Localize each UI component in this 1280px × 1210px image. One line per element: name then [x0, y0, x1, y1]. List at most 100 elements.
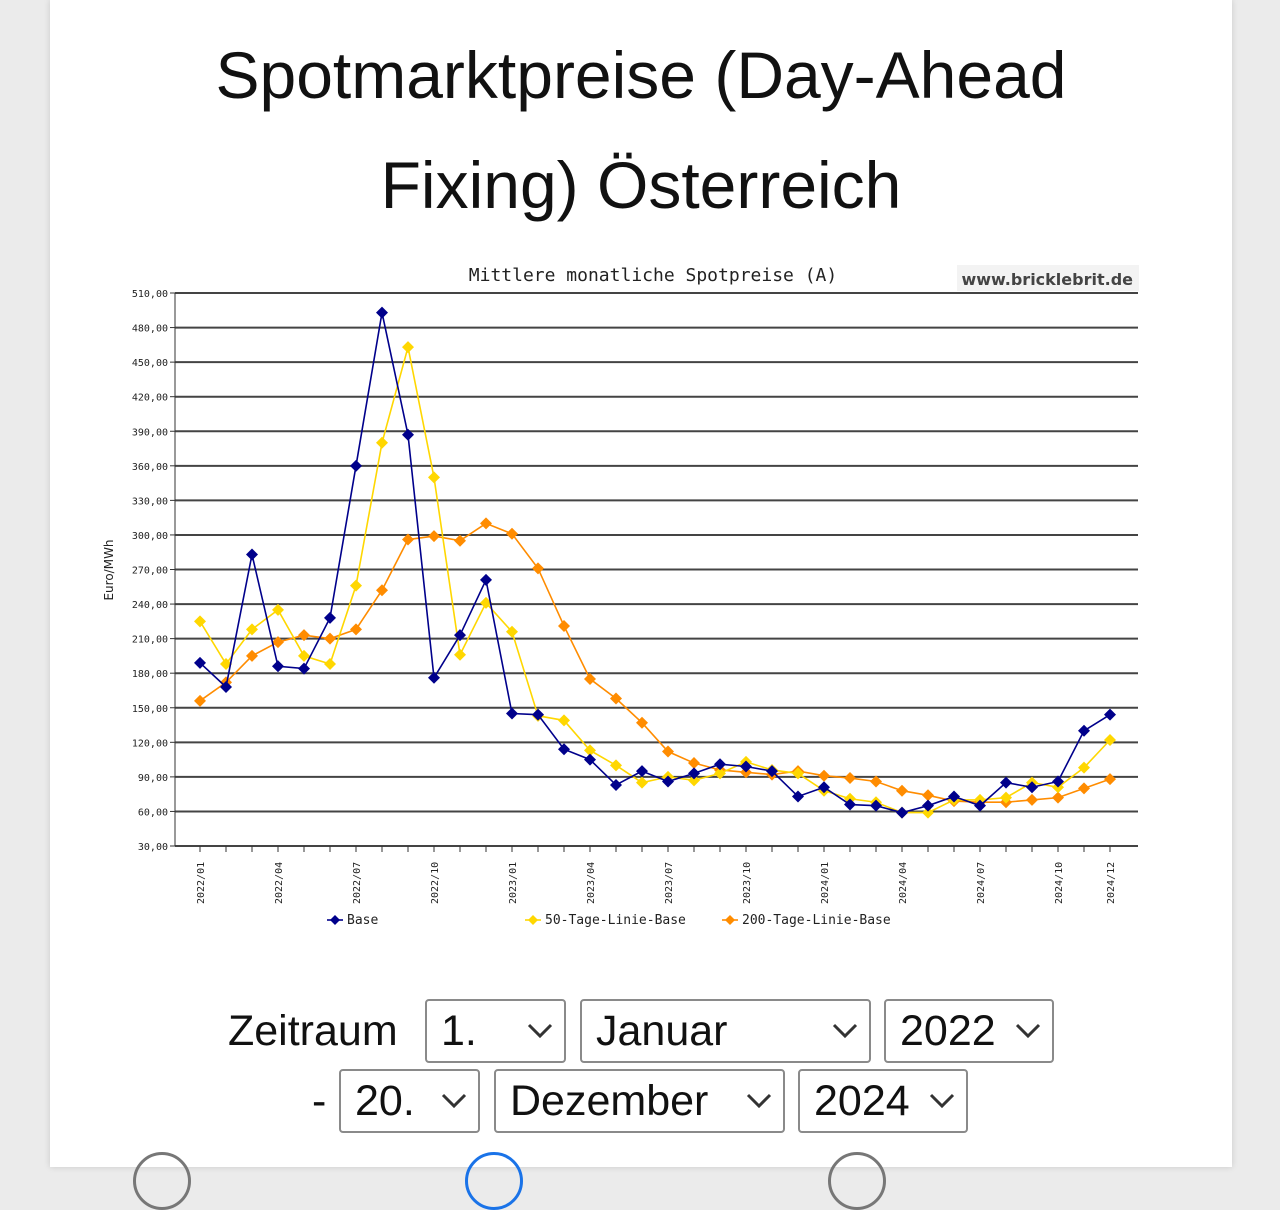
to-year-select[interactable]: 2024	[798, 1069, 968, 1133]
data-point-1	[272, 603, 284, 616]
x-tick-label: 2022/01	[196, 862, 207, 904]
data-point-0	[272, 660, 284, 673]
data-point-0	[662, 775, 674, 788]
to-month-value: Dezember	[510, 1077, 709, 1125]
data-point-1	[480, 596, 492, 609]
chart-title: Mittlere monatliche Spotpreise (A)	[469, 265, 837, 286]
data-point-2	[870, 775, 882, 788]
data-point-0	[1000, 776, 1012, 789]
data-point-2	[272, 636, 284, 649]
x-tick-label: 2022/04	[274, 862, 285, 904]
radio-option-3[interactable]	[828, 1152, 886, 1210]
data-point-2	[506, 527, 518, 540]
data-point-2	[376, 584, 388, 597]
data-point-1	[688, 774, 700, 787]
data-point-2	[1104, 773, 1116, 786]
data-point-1	[792, 767, 804, 780]
data-point-0	[740, 760, 752, 773]
x-tick-label: 2022/10	[430, 862, 441, 904]
y-axis-label: Euro/MWh	[102, 539, 116, 600]
data-point-0	[1026, 781, 1038, 794]
data-point-1	[714, 767, 726, 780]
x-tick-label: 2024/04	[898, 862, 909, 904]
data-point-2	[896, 784, 908, 797]
page-title-line2: Fixing) Österreich	[380, 148, 902, 222]
data-point-2	[636, 716, 648, 729]
data-point-2	[246, 649, 258, 662]
y-tick-label: 60,00	[138, 807, 168, 818]
data-point-2	[818, 769, 830, 782]
data-point-0	[636, 765, 648, 778]
data-point-1	[428, 471, 440, 484]
x-tick-label: 2022/07	[352, 862, 363, 904]
data-point-1	[1104, 734, 1116, 747]
legend-marker	[725, 915, 735, 925]
legend-label: 50-Tage-Linie-Base	[545, 913, 686, 928]
data-point-2	[480, 517, 492, 530]
data-point-0	[532, 708, 544, 721]
data-point-2	[688, 757, 700, 770]
x-tick-label: 2023/07	[664, 862, 675, 904]
data-point-2	[428, 530, 440, 543]
x-tick-label: 2024/01	[820, 862, 831, 904]
y-tick-label: 360,00	[132, 462, 168, 473]
to-year-value: 2024	[814, 1077, 910, 1125]
data-point-2	[558, 619, 570, 632]
x-tick-label: 2024/10	[1054, 862, 1065, 904]
y-tick-label: 210,00	[132, 635, 168, 646]
chevron-down-icon	[928, 1071, 956, 1110]
data-point-0	[376, 306, 388, 319]
to-month-select[interactable]: Dezember	[494, 1069, 785, 1133]
data-point-1	[610, 759, 622, 772]
from-year-select[interactable]: 2022	[884, 999, 1054, 1063]
y-tick-label: 90,00	[138, 773, 168, 784]
y-tick-label: 180,00	[132, 669, 168, 680]
radio-option-1[interactable]	[133, 1152, 191, 1210]
data-point-1	[220, 657, 232, 670]
y-tick-label: 330,00	[132, 496, 168, 507]
from-month-select[interactable]: Januar	[580, 999, 871, 1063]
legend-label: Base	[347, 913, 378, 928]
series-line-2	[199, 522, 1111, 804]
data-point-0	[454, 629, 466, 642]
data-point-0	[506, 707, 518, 720]
data-point-0	[766, 765, 778, 778]
radio-option-2[interactable]	[465, 1152, 523, 1210]
data-point-1	[1078, 761, 1090, 774]
to-day-select[interactable]: 20.	[339, 1069, 480, 1133]
data-point-2	[402, 533, 414, 546]
range-label: Zeitraum	[228, 1007, 398, 1055]
chevron-down-icon	[440, 1071, 468, 1110]
x-tick-label: 2023/04	[586, 862, 597, 904]
spot-price-chart: Mittlere monatliche Spotpreise (A) www.br…	[102, 265, 1139, 928]
data-point-0	[1078, 724, 1090, 737]
data-point-0	[324, 611, 336, 624]
data-point-2	[610, 692, 622, 705]
data-point-0	[1052, 775, 1064, 788]
legend-marker	[528, 915, 538, 925]
data-point-0	[584, 753, 596, 766]
y-tick-label: 270,00	[132, 566, 168, 577]
data-point-2	[194, 694, 206, 707]
chevron-down-icon	[526, 1001, 554, 1040]
legend-marker	[330, 915, 340, 925]
from-day-select[interactable]: 1.	[425, 999, 566, 1063]
y-tick-label: 150,00	[132, 704, 168, 715]
data-point-2	[584, 672, 596, 685]
chevron-down-icon	[831, 1001, 859, 1040]
data-point-2	[454, 534, 466, 547]
to-day-value: 20.	[355, 1077, 415, 1125]
page-title-line1: Spotmarktpreise (Day-Ahead	[215, 38, 1067, 112]
from-day-value: 1.	[441, 1007, 477, 1055]
data-point-0	[428, 671, 440, 684]
data-point-0	[974, 799, 986, 812]
watermark-background	[957, 265, 1139, 291]
data-point-0	[792, 790, 804, 803]
data-point-0	[194, 656, 206, 669]
data-point-1	[376, 436, 388, 449]
data-point-0	[688, 767, 700, 780]
data-point-1	[402, 341, 414, 354]
data-point-2	[844, 772, 856, 785]
x-tick-label: 2023/01	[508, 862, 519, 904]
data-point-1	[194, 615, 206, 628]
